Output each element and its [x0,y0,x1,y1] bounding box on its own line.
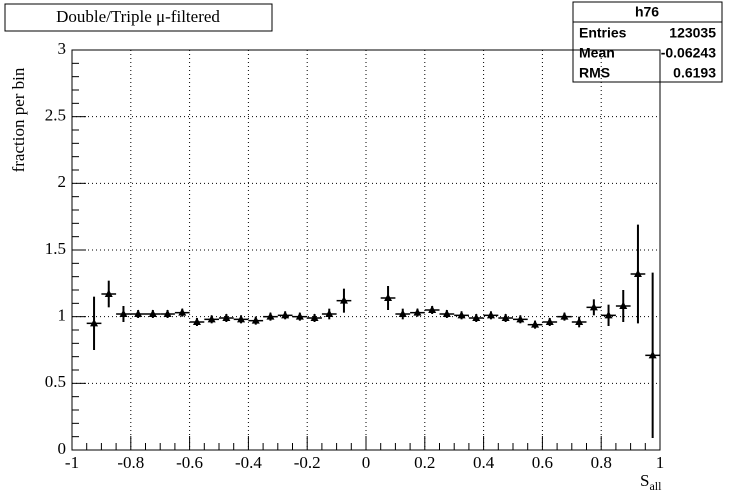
marker [398,309,407,317]
stats-value: 123035 [669,25,716,41]
marker [222,313,231,321]
stats-label: Entries [579,25,627,41]
marker [178,308,187,316]
marker [413,308,422,316]
marker [339,296,348,304]
x-label-main: S [640,471,649,490]
x-tick-label: -0.6 [176,453,203,472]
marker [281,310,290,319]
x-tick-label: -1 [65,453,79,472]
marker [486,310,495,319]
y-tick-label: 2.5 [45,106,66,125]
marker [545,317,554,325]
marker [295,312,304,320]
marker [119,309,128,317]
stats-label: Mean [579,45,615,61]
marker [442,309,451,317]
marker [134,309,143,317]
chart-title: Double/Triple μ-filtered [56,7,220,26]
marker [325,309,334,317]
x-tick-label: 0 [362,453,371,472]
x-tick-label: 0.4 [473,453,495,472]
marker [428,305,437,313]
marker [148,309,157,317]
marker [648,350,657,359]
x-tick-label: 0.6 [532,453,553,472]
marker [472,313,481,321]
x-tick-label: -0.8 [117,453,144,472]
marker [251,316,260,324]
y-tick-label: 2 [58,172,67,191]
stats-value: 0.6193 [673,65,716,81]
x-tick-label: 0.8 [591,453,612,472]
y-tick-label: 0.5 [45,372,66,391]
marker [163,309,172,317]
x-tick-label: -0.2 [294,453,321,472]
marker [589,302,598,311]
marker [619,301,628,309]
stats-title: h76 [635,4,659,20]
x-label-sub: all [649,479,662,493]
marker [207,314,216,323]
y-tick-label: 1 [58,306,67,325]
marker [266,312,275,320]
marker [237,314,246,323]
marker [604,310,613,319]
y-tick-label: 0 [58,439,67,458]
marker [457,310,466,319]
plot-frame [71,49,661,451]
marker [104,289,113,297]
x-axis-label: Sall [640,471,662,493]
y-axis-label: fraction per bin [9,67,28,172]
x-tick-label: 0.2 [414,453,435,472]
marker [310,313,319,321]
marker [516,314,525,323]
y-tick-label: 1.5 [45,239,66,258]
x-tick-label: -0.4 [235,453,262,472]
marker [531,320,540,328]
marker [90,318,99,327]
title-box [4,3,273,32]
stats-label: RMS [579,65,610,81]
marker [501,313,510,321]
marker [192,317,201,325]
marker [575,317,584,325]
x-tick-label: 1 [656,453,665,472]
marker [384,293,393,301]
y-tick-label: 3 [58,39,67,58]
marker [560,312,569,320]
marker [633,269,642,277]
stats-box [572,1,723,83]
stats-value: -0.06243 [661,45,716,61]
